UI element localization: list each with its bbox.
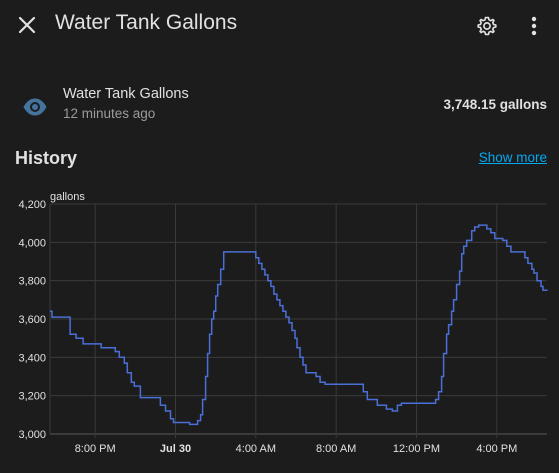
close-button[interactable]	[12, 10, 42, 40]
y-tick-label: 4,200	[18, 199, 46, 211]
y-tick-label: 3,600	[18, 314, 46, 326]
more-vertical-icon	[531, 16, 537, 36]
y-tick-label: 3,400	[18, 352, 46, 364]
gear-icon	[477, 16, 497, 36]
eye-icon	[23, 98, 47, 116]
entity-last-changed: 12 minutes ago	[63, 106, 156, 121]
settings-button[interactable]	[472, 11, 502, 41]
x-tick-label: Jul 30	[160, 443, 191, 455]
y-tick-label: 3,800	[18, 276, 46, 288]
y-tick-label: 4,000	[18, 237, 46, 249]
history-chart: gallons 3,000 3,200 3,400 3,600 3,800 4,000 4,…	[0, 180, 559, 468]
entity-row: Water Tank Gallons 12 minutes ago 3,748.…	[0, 80, 559, 130]
x-tick-labels: 8:00 PM Jul 30 4:00 AM 8:00 AM 12:00 PM 4:00 …	[75, 443, 518, 455]
show-more-link[interactable]: Show more	[478, 150, 547, 165]
y-axis-label: gallons	[50, 191, 85, 203]
y-tick-label: 3,000	[18, 429, 46, 441]
entity-state: 3,748.15 gallons	[443, 97, 547, 112]
y-tick-labels: 3,000 3,200 3,400 3,600 3,800 4,000 4,200	[18, 199, 46, 441]
more-options-button[interactable]	[519, 11, 549, 41]
y-tick-label: 3,200	[18, 391, 46, 403]
x-tick-label: 12:00 PM	[393, 443, 440, 455]
x-tick-label: 8:00 PM	[75, 443, 116, 455]
dialog-header: Water Tank Gallons	[0, 0, 559, 52]
close-icon	[18, 16, 36, 34]
series-line	[50, 224, 548, 426]
x-tick-label: 4:00 AM	[236, 443, 276, 455]
history-heading: History	[15, 148, 78, 168]
x-tick-label: 4:00 PM	[476, 443, 517, 455]
entity-name: Water Tank Gallons	[63, 86, 189, 102]
dialog-title: Water Tank Gallons	[55, 11, 238, 34]
chart-grid	[49, 203, 547, 438]
x-tick-label: 8:00 AM	[316, 443, 356, 455]
chart-svg: gallons 3,000 3,200 3,400 3,600 3,800 4,000 4,…	[18, 191, 548, 455]
